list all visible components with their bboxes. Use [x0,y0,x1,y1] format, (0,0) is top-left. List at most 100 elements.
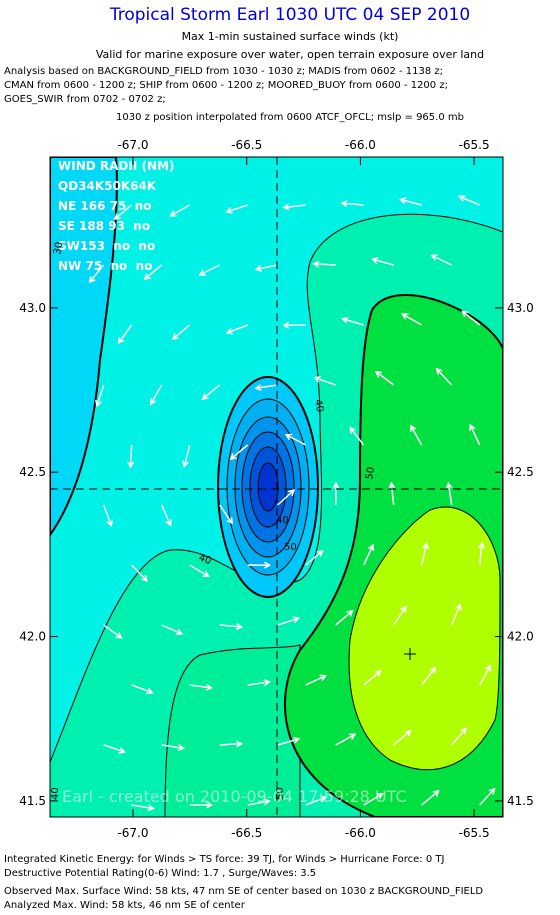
x-tick-label: -66.0 [345,138,376,152]
contour-label: 40 [312,399,325,413]
wind-arrow [171,324,191,341]
wind-arrow [282,321,306,329]
wind-arrow [161,743,185,751]
wind-arrow [247,561,272,569]
wind-arrow [161,624,184,636]
x-tick-label: -66.0 [345,826,376,840]
x-tick-label: -65.5 [459,826,490,840]
wind-arrow [477,541,486,566]
contour-55 [348,506,501,771]
footer-line: Destructive Potential Rating(0-6) Wind: … [4,868,316,879]
wind-arrow [349,426,365,446]
wind-arrow [410,424,423,446]
y-tick-label: 43.0 [19,301,46,315]
analysis-line: GOES_SWIR from 0702 - 0702 z; [4,94,166,105]
contour-label: 50 [284,542,297,553]
contour-30 [50,157,118,537]
wind-arrows [88,195,496,812]
subtitle: Max 1-min sustained surface winds (kt) [182,30,399,43]
wind-arrow [229,444,249,461]
wind-arrow [445,481,453,506]
y-tick-label: 42.5 [19,465,46,479]
wind-arrow [131,684,154,695]
valid-note: Valid for marine exposure over water, op… [96,48,484,61]
wind-arrow [430,254,452,266]
wind-arrow [305,795,328,806]
wind-arrow [282,203,306,211]
axes: -67.0 -67.0 -66.5 -66.5 -66.0 -66.0 -65.5 -65.5… [19,138,533,840]
wind-arrow [225,204,248,214]
wind-arrow [277,616,301,626]
wind-arrow [219,740,244,748]
wind-arrow [398,197,422,206]
wind-arrow [277,489,296,506]
analysis-line: CMAN from 0600 - 1200 z; SHIP from 0600 … [4,80,448,91]
footer-line: Integrated Kinetic Energy: for Winds > T… [4,854,444,865]
wind-arrow [393,605,407,626]
wind-arrow [393,729,412,746]
wind-arrow [225,324,248,335]
wind-arrow [219,504,234,525]
wind-arrow [374,370,395,386]
radii-row: SE 188 93 no [58,219,150,233]
analysis-line: Analysis based on BACKGROUND_FIELD from … [4,66,443,77]
wind-arrow [312,260,336,268]
wind-arrow [479,787,496,806]
wind-arrow [277,736,301,746]
wind-arrow [335,733,357,746]
x-tick-label: -65.5 [459,138,490,152]
y-tick-label: 42.0 [507,630,534,644]
contour-label: 30 [52,241,65,255]
y-tick-label: 41.5 [19,794,46,808]
wind-arrow [305,549,324,566]
wind-arrow [305,674,328,686]
wind-arrow [117,324,133,345]
watermark: Earl - created on 2010-09-04 17:59:28 UT… [62,787,407,806]
radii-row: NW 75 no no [58,259,152,273]
wind-arrow [131,564,148,583]
wind-arrow [313,375,336,386]
wind-arrow [189,801,214,809]
contour-core [257,462,279,512]
max-wind-marker [404,648,416,660]
wind-arrow [363,669,382,686]
wind-arrow [113,204,133,221]
wind-arrow [103,624,123,639]
position-note: 1030 z position interpolated from 0600 A… [116,112,464,123]
wind-arrow [247,798,271,806]
wind-arrow [131,804,155,812]
wind-arrow [340,200,364,208]
footer-line: Observed Max. Surface Wind: 58 kts, 47 n… [4,886,483,897]
wind-arrow [450,603,462,626]
wind-arrow [421,666,437,686]
wind-arrow [461,310,481,326]
wind-arrow [143,264,163,281]
contour-45 [164,644,301,817]
wind-arrow [95,384,105,408]
wind-arrow [127,444,135,469]
y-tick-label: 41.5 [507,794,534,808]
map-frame [49,156,504,818]
radii-header: QD34K50K64K [58,179,157,193]
contour-label: 50 [364,466,377,480]
wind-arrow [479,664,492,686]
wind-arrow [189,564,210,578]
x-tick-label: -67.0 [117,826,148,840]
wind-arrow [189,683,214,691]
x-tick-label: -67.0 [117,138,148,152]
wind-arrow [169,204,191,217]
wind-arrow [198,264,220,276]
contour-label: 40 [50,787,61,800]
x-tick-label: -66.5 [231,138,262,152]
wind-arrow [341,316,364,326]
y-tick-label: 43.0 [507,301,534,315]
wind-arrow [363,792,384,806]
wind-arrow [332,481,340,506]
wind-arrow [284,433,307,446]
wind-arrow [457,195,480,206]
wind-arrow [102,504,113,528]
y-tick-label: 42.0 [19,630,46,644]
x-tick-label: -66.5 [231,826,262,840]
wind-arrow [370,257,394,266]
